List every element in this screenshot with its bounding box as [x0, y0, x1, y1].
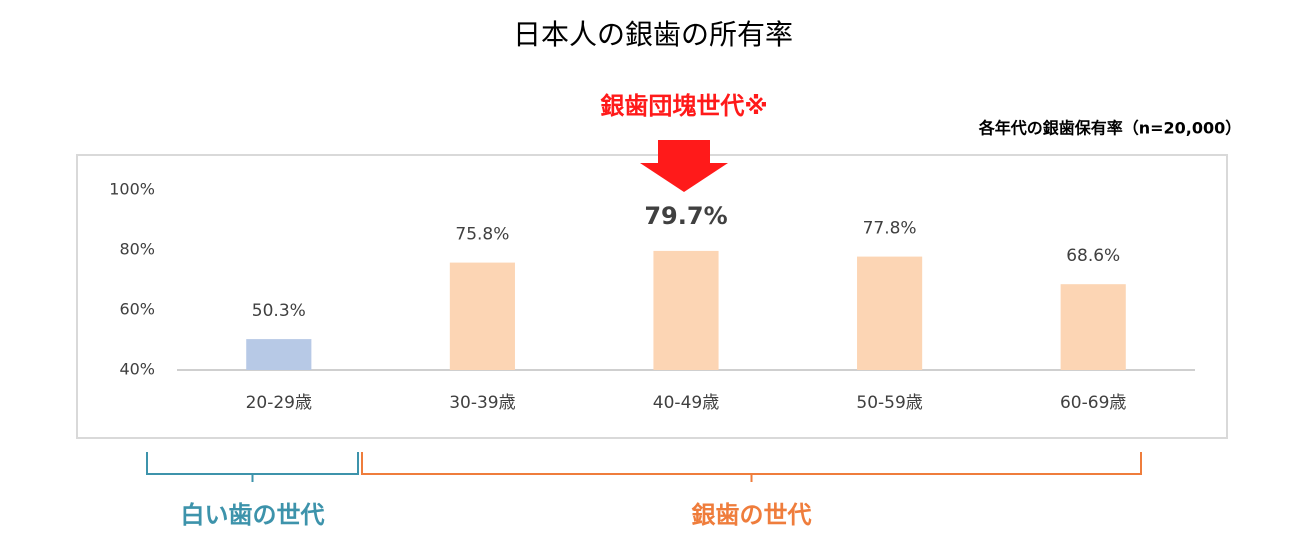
group-bracket: [361, 452, 1142, 482]
value-label: 77.8%: [863, 219, 917, 239]
annotation: 銀歯団塊世代※: [600, 92, 767, 120]
y-tick-label: 80%: [119, 240, 155, 259]
y-tick-label: 100%: [109, 180, 155, 199]
arrow: [640, 140, 728, 192]
plot-frame: [76, 154, 1228, 439]
bar: [857, 256, 923, 370]
value-label: 79.7%: [644, 202, 727, 230]
bar: [449, 262, 515, 370]
y-tick-label: 60%: [119, 300, 155, 319]
chart-title: 日本人の銀歯の所有率: [513, 18, 793, 51]
x-tick-label: 30-39歳: [449, 393, 515, 413]
x-tick-label: 20-29歳: [246, 393, 312, 413]
x-tick-label: 50-59歳: [856, 393, 922, 413]
bar: [653, 250, 719, 370]
x-tick-label: 40-49歳: [653, 393, 719, 413]
group-label: 銀歯の世代: [692, 501, 812, 529]
group-bracket: [146, 452, 359, 482]
subtitle: 各年代の銀歯保有率（n=20,000）: [978, 119, 1242, 138]
value-label: 68.6%: [1066, 246, 1120, 266]
bar: [1060, 284, 1126, 370]
value-label: 50.3%: [252, 301, 306, 321]
bar: [246, 339, 312, 370]
y-tick-label: 40%: [119, 360, 155, 379]
x-tick-label: 60-69歳: [1060, 393, 1126, 413]
value-label: 75.8%: [455, 225, 509, 245]
group-label: 白い歯の世代: [181, 501, 325, 529]
